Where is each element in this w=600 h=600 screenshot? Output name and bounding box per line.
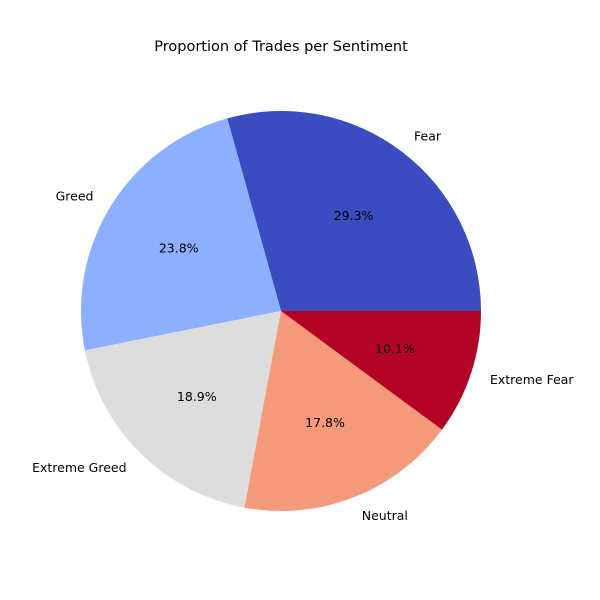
slice-label-greed: Greed [56, 188, 94, 203]
pie-labels: Fear 29.3% Greed 23.8% Extreme Greed 18.9% Neu… [32, 128, 574, 523]
pie-slice-extreme-fear [281, 311, 481, 430]
slice-percent-extreme-greed: 18.9% [177, 389, 217, 404]
slice-label-extreme-fear: Extreme Fear [490, 372, 574, 387]
pie-slices [80, 110, 481, 512]
slice-label-extreme-greed: Extreme Greed [32, 460, 126, 475]
slice-percent-neutral: 17.8% [305, 415, 345, 430]
pie-slice-greed [80, 118, 282, 351]
slice-label-neutral: Neutral [362, 508, 408, 523]
chart-title: Proportion of Trades per Sentiment [154, 39, 408, 55]
pie-slice-fear [227, 110, 481, 311]
slice-percent-fear: 29.3% [334, 208, 374, 223]
pie-slice-extreme-greed [84, 311, 282, 508]
slice-percent-extreme-fear: 10.1% [375, 341, 415, 356]
slice-label-fear: Fear [414, 128, 442, 143]
pie-slice-neutral [244, 311, 442, 512]
slice-percent-greed: 23.8% [159, 241, 199, 256]
